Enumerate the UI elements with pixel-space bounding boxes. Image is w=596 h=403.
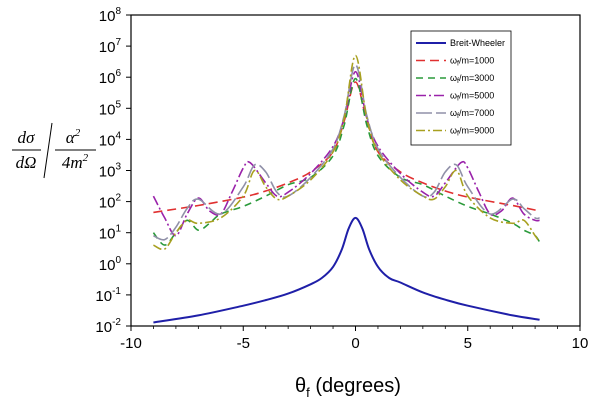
y-tick-label: 10-2 bbox=[95, 317, 121, 336]
y-tick-label: 100 bbox=[99, 255, 122, 274]
y-title-den-right: 4m2 bbox=[62, 152, 89, 172]
legend: Breit-Wheeler ωf/m=1000 ωf/m=3000 ωf/m=5000… bbox=[410, 30, 512, 146]
x-axis-title: θf (degrees) bbox=[295, 375, 401, 400]
x-tick-label: -5 bbox=[237, 335, 250, 352]
y-title-slash bbox=[43, 122, 53, 179]
series-line-omega-7000 bbox=[153, 64, 540, 241]
y-title-num-left: dσ bbox=[18, 128, 36, 147]
y-tick-label: 105 bbox=[99, 99, 122, 118]
y-tick-label: 103 bbox=[99, 162, 122, 181]
y-axis-title: dσ dΩ α2 4m2 bbox=[12, 122, 96, 179]
x-tick-label: 5 bbox=[464, 335, 472, 352]
legend-label: ωf/m=1000 bbox=[450, 56, 494, 68]
axis-ticks: -10 -5 0 5 10 10-2 10-1 100 101 102 103 104 105 106 10… bbox=[95, 6, 588, 352]
x-axis-title-main: θ bbox=[295, 375, 306, 397]
y-tick-label: 10-1 bbox=[95, 286, 121, 305]
y-tick-label: 101 bbox=[99, 224, 122, 243]
legend-label: ωf/m=7000 bbox=[450, 108, 494, 120]
series-line-omega-9000 bbox=[153, 54, 541, 251]
legend-label: ωf/m=5000 bbox=[450, 91, 494, 103]
legend-label: ωf/m=9000 bbox=[450, 126, 494, 138]
y-tick-label: 104 bbox=[99, 130, 122, 149]
x-tick-label: 10 bbox=[572, 335, 589, 352]
plot-frame bbox=[130, 14, 581, 327]
legend-box bbox=[410, 30, 512, 146]
series-line-omega-1000 bbox=[153, 81, 540, 214]
x-tick-label: 0 bbox=[351, 335, 359, 352]
y-tick-label: 102 bbox=[99, 193, 122, 212]
y-tick-label: 106 bbox=[99, 68, 122, 87]
series-line-omega-5000 bbox=[152, 70, 540, 237]
x-tick-label: -10 bbox=[120, 335, 142, 352]
x-axis-title-sub: f bbox=[306, 385, 310, 400]
x-axis-title-rest: (degrees) bbox=[310, 375, 401, 397]
y-tick-label: 108 bbox=[99, 6, 122, 25]
y-title-num-right: α2 bbox=[66, 127, 81, 147]
series-layer bbox=[152, 54, 541, 324]
series-line-omega-3000 bbox=[152, 77, 541, 246]
y-title-den-left: dΩ bbox=[16, 153, 37, 172]
legend-label: Breit-Wheeler bbox=[450, 38, 505, 48]
series-line-breit-wheeler bbox=[153, 216, 540, 324]
y-tick-label: 107 bbox=[99, 37, 122, 56]
legend-label: ωf/m=3000 bbox=[450, 73, 494, 85]
